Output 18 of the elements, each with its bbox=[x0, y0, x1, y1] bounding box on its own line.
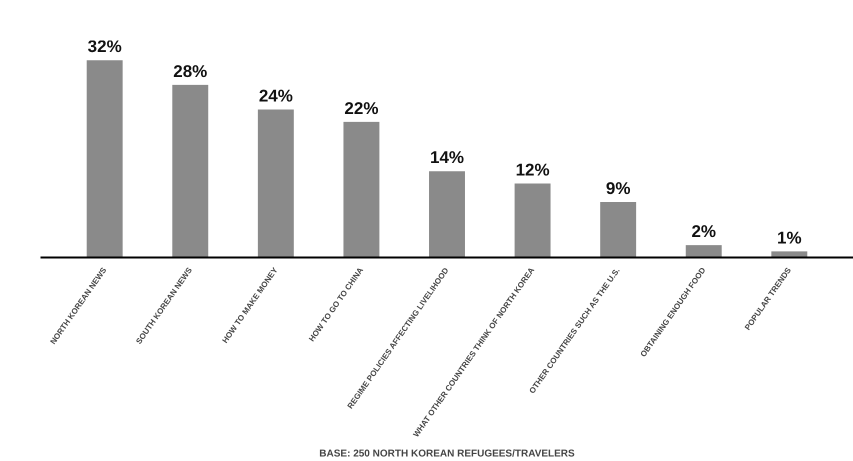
data-label: 24% bbox=[258, 86, 293, 106]
bar bbox=[429, 171, 465, 258]
data-label: 32% bbox=[88, 37, 122, 56]
data-label: 22% bbox=[344, 98, 378, 118]
data-label: 1% bbox=[777, 228, 802, 248]
bar bbox=[600, 202, 636, 258]
data-label: 2% bbox=[691, 222, 716, 242]
data-label: 14% bbox=[430, 148, 464, 168]
bar bbox=[86, 60, 123, 258]
data-label: 9% bbox=[606, 179, 630, 198]
bar bbox=[258, 110, 294, 258]
bar bbox=[343, 122, 380, 258]
bar bbox=[514, 184, 551, 258]
data-label: 12% bbox=[516, 160, 550, 180]
bar bbox=[686, 245, 722, 258]
bar bbox=[172, 84, 208, 258]
text: BASE: 250 NORTH KOREAN REFUGEES/TRAVELERS bbox=[319, 448, 576, 460]
data-label: 28% bbox=[173, 62, 208, 81]
